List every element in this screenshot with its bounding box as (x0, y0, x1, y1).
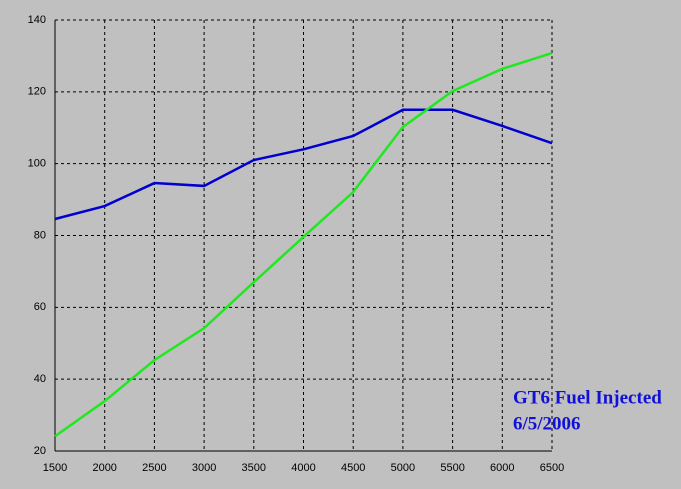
annotation: 6/5/2006 (513, 413, 581, 434)
x-tick-label: 3500 (242, 462, 266, 474)
x-tick-label: 6500 (540, 462, 564, 474)
x-tick-label: 2000 (92, 462, 116, 474)
y-tick-label: 100 (28, 158, 46, 170)
x-tick-label: 2500 (142, 462, 166, 474)
y-tick-label: 80 (34, 229, 46, 241)
y-tick-label: 140 (28, 14, 46, 26)
y-tick-label: 60 (34, 301, 46, 313)
x-tick-label: 1500 (43, 462, 67, 474)
y-tick-label: 20 (34, 445, 46, 457)
y-tick-label: 40 (34, 373, 46, 385)
x-tick-label: 3000 (192, 462, 216, 474)
annotation: GT6 Fuel Injected (513, 387, 662, 408)
x-tick-label: 5500 (440, 462, 464, 474)
x-tick-label: 4500 (341, 462, 365, 474)
x-tick-label: 4000 (291, 462, 315, 474)
x-tick-label: 5000 (391, 462, 415, 474)
x-tick-label: 6000 (490, 462, 514, 474)
y-tick-label: 120 (28, 86, 46, 98)
line (54, 51, 553, 438)
line (54, 108, 553, 221)
